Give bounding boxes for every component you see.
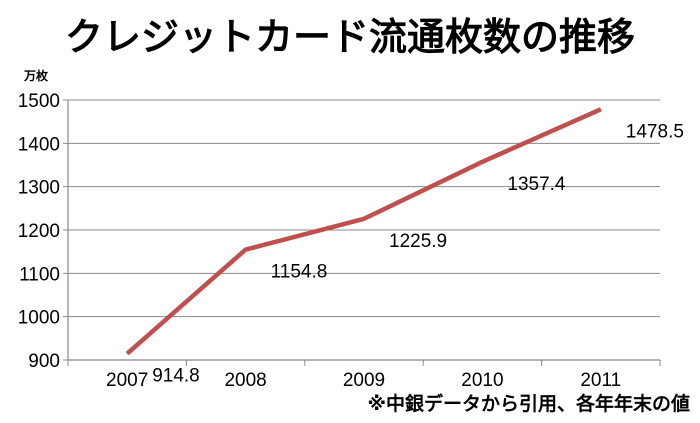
y-tick-label: 1100 <box>19 264 60 285</box>
data-labels: 914.8 1154.8 1225.9 1357.4 1478.5 <box>152 121 684 386</box>
y-tick-label: 1000 <box>18 308 60 329</box>
y-tick-label: 1400 <box>18 134 60 155</box>
x-tick-label: 2007 <box>106 370 148 391</box>
data-point <box>481 161 483 163</box>
x-tick-label: 2008 <box>224 370 266 391</box>
series <box>125 107 602 356</box>
data-label: 914.8 <box>152 366 200 387</box>
y-axis-ticks: 900 1000 1100 1200 1300 1400 1500 <box>18 91 68 372</box>
data-label: 1478.5 <box>626 121 684 142</box>
x-tick-label: 2009 <box>343 370 385 391</box>
data-point <box>363 218 365 220</box>
data-point <box>600 108 602 110</box>
y-tick-label: 1500 <box>18 91 60 112</box>
x-tick-label: 2010 <box>461 370 503 391</box>
y-axis-unit: 万枚 <box>23 68 49 83</box>
data-point <box>126 353 128 355</box>
y-tick-label: 1200 <box>18 221 60 242</box>
chart-title: クレジットカード流通枚数の推移 <box>65 15 635 59</box>
y-tick-label: 900 <box>28 351 60 372</box>
source-note: ※中銀データから引用、各年年末の値 <box>368 392 690 415</box>
x-tick-label: 2011 <box>580 370 621 391</box>
x-axis-ticks: 2007 2008 2009 2010 2011 <box>106 370 621 391</box>
gridlines <box>68 99 660 318</box>
data-label: 1154.8 <box>271 262 328 283</box>
data-label: 1225.9 <box>389 231 447 252</box>
data-label: 1357.4 <box>507 174 566 195</box>
data-point <box>245 249 247 251</box>
y-tick-label: 1300 <box>18 178 60 199</box>
x-axis <box>67 100 661 366</box>
